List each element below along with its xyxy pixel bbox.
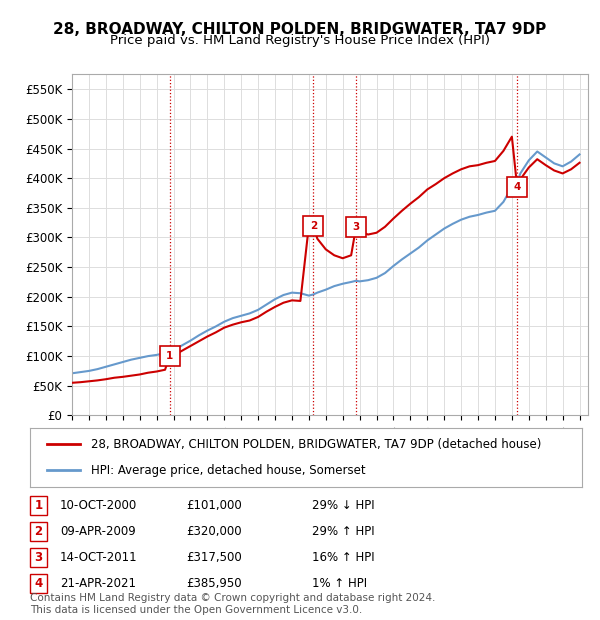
Text: 09-APR-2009: 09-APR-2009 bbox=[60, 525, 136, 538]
Text: 29% ↑ HPI: 29% ↑ HPI bbox=[312, 525, 374, 538]
Text: 4: 4 bbox=[514, 182, 521, 192]
Text: 1: 1 bbox=[34, 499, 43, 511]
Text: 1: 1 bbox=[166, 350, 173, 360]
Text: 21-APR-2021: 21-APR-2021 bbox=[60, 577, 136, 590]
Text: 28, BROADWAY, CHILTON POLDEN, BRIDGWATER, TA7 9DP (detached house): 28, BROADWAY, CHILTON POLDEN, BRIDGWATER… bbox=[91, 438, 541, 451]
Text: 29% ↓ HPI: 29% ↓ HPI bbox=[312, 499, 374, 511]
Text: 28, BROADWAY, CHILTON POLDEN, BRIDGWATER, TA7 9DP: 28, BROADWAY, CHILTON POLDEN, BRIDGWATER… bbox=[53, 22, 547, 37]
Text: 3: 3 bbox=[352, 222, 359, 232]
FancyBboxPatch shape bbox=[30, 522, 47, 541]
Text: Contains HM Land Registry data © Crown copyright and database right 2024.
This d: Contains HM Land Registry data © Crown c… bbox=[30, 593, 436, 615]
Text: £385,950: £385,950 bbox=[186, 577, 242, 590]
Text: Price paid vs. HM Land Registry's House Price Index (HPI): Price paid vs. HM Land Registry's House … bbox=[110, 34, 490, 47]
Text: £101,000: £101,000 bbox=[186, 499, 242, 511]
Text: £320,000: £320,000 bbox=[186, 525, 242, 538]
Text: 2: 2 bbox=[34, 525, 43, 538]
Text: £317,500: £317,500 bbox=[186, 551, 242, 564]
Text: 1% ↑ HPI: 1% ↑ HPI bbox=[312, 577, 367, 590]
Text: 4: 4 bbox=[34, 577, 43, 590]
FancyBboxPatch shape bbox=[30, 574, 47, 593]
Text: 2: 2 bbox=[310, 221, 317, 231]
Text: 14-OCT-2011: 14-OCT-2011 bbox=[60, 551, 137, 564]
Text: 16% ↑ HPI: 16% ↑ HPI bbox=[312, 551, 374, 564]
Text: 10-OCT-2000: 10-OCT-2000 bbox=[60, 499, 137, 511]
FancyBboxPatch shape bbox=[30, 548, 47, 567]
FancyBboxPatch shape bbox=[30, 496, 47, 515]
Text: HPI: Average price, detached house, Somerset: HPI: Average price, detached house, Some… bbox=[91, 464, 365, 477]
Text: 3: 3 bbox=[34, 551, 43, 564]
